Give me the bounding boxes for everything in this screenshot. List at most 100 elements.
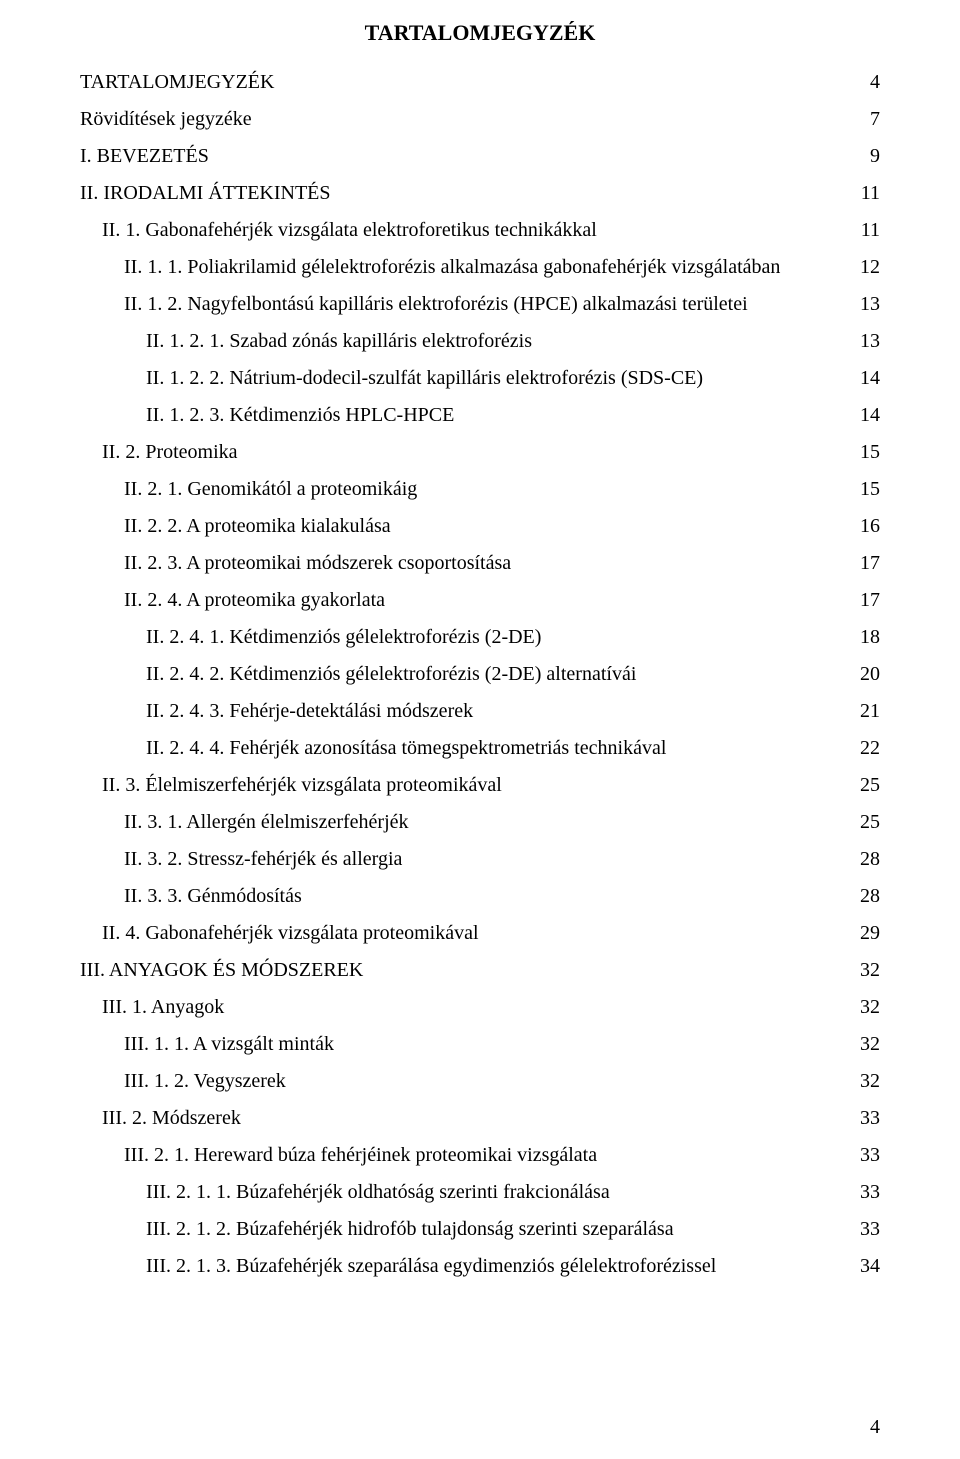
toc-entry: II. 2. Proteomika 15 — [80, 434, 880, 471]
toc-entry-page: 34 — [860, 1248, 880, 1285]
toc-entry: II. 3. 2. Stressz-fehérjék és allergia 28 — [80, 841, 880, 878]
toc-entry: III. 2. 1. Hereward búza fehérjéinek pro… — [80, 1137, 880, 1174]
toc-entry: III. 2. 1. 1. Búzafehérjék oldhatóság sz… — [80, 1174, 880, 1211]
toc-entry: Rövidítések jegyzéke 7 — [80, 101, 880, 138]
toc-entry: III. 2. Módszerek 33 — [80, 1100, 880, 1137]
toc-entry-label: II. 4. Gabonafehérjék vizsgálata proteom… — [102, 915, 479, 952]
toc-entry-label: III. 2. 1. 1. Búzafehérjék oldhatóság sz… — [146, 1174, 610, 1211]
toc-entry-page: 33 — [860, 1211, 880, 1248]
toc-entry-page: 14 — [860, 397, 880, 434]
toc-entry-page: 20 — [860, 656, 880, 693]
toc-entry-page: 11 — [861, 175, 880, 212]
toc-entry-label: III. 2. 1. Hereward búza fehérjéinek pro… — [124, 1137, 597, 1174]
toc-entry-page: 33 — [860, 1137, 880, 1174]
toc-entry-label: II. 3. 2. Stressz-fehérjék és allergia — [124, 841, 402, 878]
toc-entry-label: II. 2. 4. 1. Kétdimenziós gélelektroforé… — [146, 619, 541, 656]
toc-list: TARTALOMJEGYZÉK4Rövidítések jegyzéke7I. … — [80, 64, 880, 1285]
toc-entry-label: III. 2. 1. 2. Búzafehérjék hidrofób tula… — [146, 1211, 674, 1248]
toc-entry: II. 2. 3. A proteomikai módszerek csopor… — [80, 545, 880, 582]
toc-entry-page: 25 — [860, 767, 880, 804]
toc-entry-label: II. 1. 2. Nagyfelbontású kapilláris elek… — [124, 286, 748, 323]
toc-entry: III. 1. 1. A vizsgált minták32 — [80, 1026, 880, 1063]
toc-entry-label: II. 2. 4. A proteomika gyakorlata — [124, 582, 385, 619]
toc-entry: II. 1. 2. Nagyfelbontású kapilláris elek… — [80, 286, 880, 323]
document-page: TARTALOMJEGYZÉK TARTALOMJEGYZÉK4Rövidíté… — [0, 0, 960, 1459]
toc-entry-label: II. 1. 1. Poliakrilamid gélelektroforézi… — [124, 249, 780, 286]
toc-entry: II. 2. 4. 4. Fehérjék azonosítása tömegs… — [80, 730, 880, 767]
toc-entry-page: 13 — [860, 323, 880, 360]
toc-entry-label: II. 2. 4. 2. Kétdimenziós gélelektroforé… — [146, 656, 636, 693]
toc-entry-page: 22 — [860, 730, 880, 767]
toc-entry: II. 2. 4. 3. Fehérje-detektálási módszer… — [80, 693, 880, 730]
toc-entry-label: II. 1. 2. 2. Nátrium-dodecil-szulfát kap… — [146, 360, 703, 397]
toc-entry-page: 15 — [860, 471, 880, 508]
toc-entry-label: TARTALOMJEGYZÉK — [80, 64, 274, 101]
toc-entry-label: I. BEVEZETÉS — [80, 138, 209, 175]
toc-entry-label: III. 1. 2. Vegyszerek — [124, 1063, 286, 1100]
toc-entry: II. 2. 4. A proteomika gyakorlata 17 — [80, 582, 880, 619]
toc-entry: TARTALOMJEGYZÉK 4 — [80, 64, 880, 101]
toc-entry: III. 1. 2. Vegyszerek 32 — [80, 1063, 880, 1100]
toc-entry-page: 15 — [860, 434, 880, 471]
toc-entry-label: III. ANYAGOK ÉS MÓDSZEREK — [80, 952, 363, 989]
toc-entry-page: 17 — [860, 545, 880, 582]
toc-entry-page: 32 — [860, 1063, 880, 1100]
toc-entry-label: II. 2. 2. A proteomika kialakulása — [124, 508, 391, 545]
toc-entry-page: 33 — [860, 1174, 880, 1211]
toc-entry-page: 18 — [860, 619, 880, 656]
toc-entry: I. BEVEZETÉS 9 — [80, 138, 880, 175]
toc-entry-label: Rövidítések jegyzéke — [80, 101, 252, 138]
toc-entry-page: 21 — [860, 693, 880, 730]
toc-entry-label: II. 3. 1. Allergén élelmiszerfehérjék — [124, 804, 409, 841]
toc-entry-page: 28 — [860, 878, 880, 915]
toc-entry-label: II. 1. Gabonafehérjék vizsgálata elektro… — [102, 212, 597, 249]
toc-entry-label: II. 3. Élelmiszerfehérjék vizsgálata pro… — [102, 767, 502, 804]
toc-entry-page: 14 — [860, 360, 880, 397]
toc-entry-page: 32 — [860, 989, 880, 1026]
toc-entry: II. 1. 2. 2. Nátrium-dodecil-szulfát kap… — [80, 360, 880, 397]
toc-entry-page: 32 — [860, 1026, 880, 1063]
toc-entry-page: 11 — [861, 212, 880, 249]
toc-entry: II. 2. 4. 2. Kétdimenziós gélelektroforé… — [80, 656, 880, 693]
toc-title: TARTALOMJEGYZÉK — [80, 20, 880, 46]
toc-entry-page: 17 — [860, 582, 880, 619]
toc-entry-page: 12 — [860, 249, 880, 286]
toc-entry-label: II. 2. 4. 3. Fehérje-detektálási módszer… — [146, 693, 473, 730]
toc-entry-label: II. 1. 2. 3. Kétdimenziós HPLC-HPCE — [146, 397, 454, 434]
toc-entry-label: II. 1. 2. 1. Szabad zónás kapilláris ele… — [146, 323, 532, 360]
toc-entry-page: 28 — [860, 841, 880, 878]
toc-entry-label: II. 2. 1. Genomikától a proteomikáig — [124, 471, 417, 508]
toc-entry-label: II. 3. 3. Génmódosítás — [124, 878, 302, 915]
toc-entry-page: 32 — [860, 952, 880, 989]
toc-entry-label: II. IRODALMI ÁTTEKINTÉS — [80, 175, 331, 212]
toc-entry: II. 2. 2. A proteomika kialakulása 16 — [80, 508, 880, 545]
toc-entry: II. IRODALMI ÁTTEKINTÉS 11 — [80, 175, 880, 212]
toc-entry-page: 16 — [860, 508, 880, 545]
toc-entry-page: 7 — [870, 101, 880, 138]
toc-entry: II. 1. Gabonafehérjék vizsgálata elektro… — [80, 212, 880, 249]
toc-entry-label: II. 2. 4. 4. Fehérjék azonosítása tömegs… — [146, 730, 666, 767]
toc-entry: II. 4. Gabonafehérjék vizsgálata proteom… — [80, 915, 880, 952]
toc-entry-page: 25 — [860, 804, 880, 841]
toc-entry-label: III. 2. Módszerek — [102, 1100, 241, 1137]
toc-entry: III. 2. 1. 2. Búzafehérjék hidrofób tula… — [80, 1211, 880, 1248]
toc-entry: II. 3. 1. Allergén élelmiszerfehérjék 25 — [80, 804, 880, 841]
toc-entry-label: II. 2. 3. A proteomikai módszerek csopor… — [124, 545, 511, 582]
toc-entry: III. ANYAGOK ÉS MÓDSZEREK 32 — [80, 952, 880, 989]
toc-entry-page: 4 — [870, 64, 880, 101]
toc-entry-page: 33 — [860, 1100, 880, 1137]
toc-entry-label: III. 1. Anyagok — [102, 989, 224, 1026]
toc-entry: III. 2. 1. 3. Búzafehérjék szeparálása e… — [80, 1248, 880, 1285]
toc-entry-page: 29 — [860, 915, 880, 952]
toc-entry-label: II. 2. Proteomika — [102, 434, 238, 471]
toc-entry: II. 3. 3. Génmódosítás 28 — [80, 878, 880, 915]
toc-entry-page: 13 — [860, 286, 880, 323]
toc-entry: II. 3. Élelmiszerfehérjék vizsgálata pro… — [80, 767, 880, 804]
page-number: 4 — [870, 1416, 880, 1439]
toc-entry: II. 1. 2. 1. Szabad zónás kapilláris ele… — [80, 323, 880, 360]
toc-entry-page: 9 — [870, 138, 880, 175]
toc-entry: II. 2. 1. Genomikától a proteomikáig 15 — [80, 471, 880, 508]
toc-entry: II. 1. 2. 3. Kétdimenziós HPLC-HPCE 14 — [80, 397, 880, 434]
toc-entry: II. 2. 4. 1. Kétdimenziós gélelektroforé… — [80, 619, 880, 656]
toc-entry: III. 1. Anyagok 32 — [80, 989, 880, 1026]
